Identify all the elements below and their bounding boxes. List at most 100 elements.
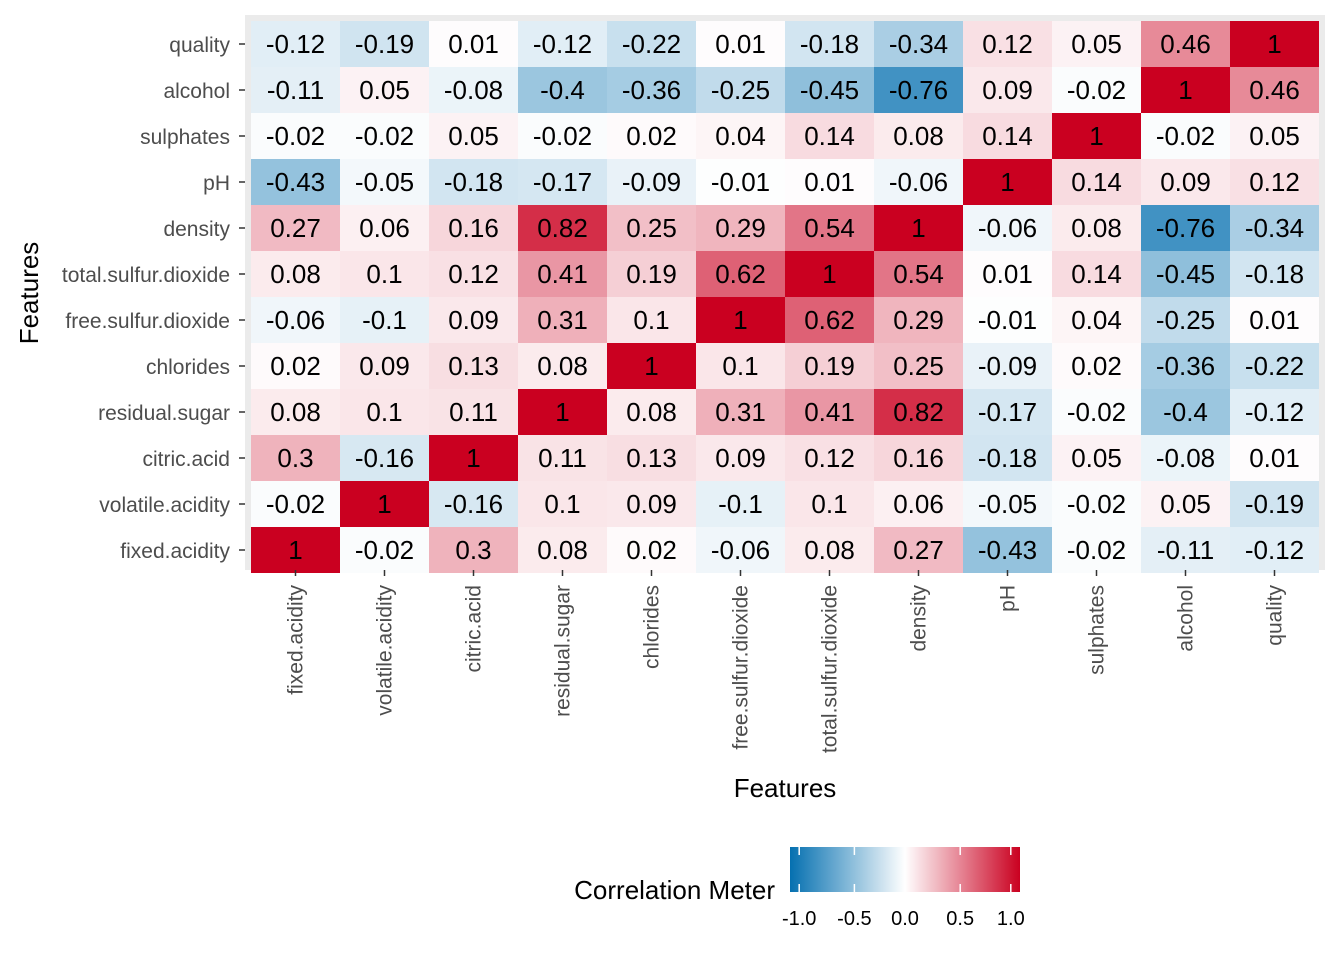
heatmap-cell-citric.acid-citric.acid bbox=[429, 435, 518, 481]
cell-label-quality-fixed.acidity: -0.12 bbox=[266, 29, 325, 59]
heatmap-cell-free.sulfur.dioxide-fixed.acidity bbox=[251, 297, 340, 343]
heatmap-cell-quality-volatile.acidity bbox=[340, 21, 429, 67]
heatmap-cell-sulphates-pH bbox=[963, 113, 1052, 159]
cell-label-quality-alcohol: 0.46 bbox=[1160, 29, 1211, 59]
heatmap-cell-free.sulfur.dioxide-chlorides bbox=[607, 297, 696, 343]
heatmap-cell-sulphates-volatile.acidity bbox=[340, 113, 429, 159]
cell-label-fixed.acidity-volatile.acidity: -0.02 bbox=[355, 535, 414, 565]
cell-label-free.sulfur.dioxide-volatile.acidity: -0.1 bbox=[362, 305, 407, 335]
heatmap-cell-volatile.acidity-chlorides bbox=[607, 481, 696, 527]
heatmap-cell-pH-volatile.acidity bbox=[340, 159, 429, 205]
heatmap-cell-volatile.acidity-residual.sugar bbox=[518, 481, 607, 527]
heatmap-cell-residual.sugar-pH bbox=[963, 389, 1052, 435]
cell-label-pH-sulphates: 0.14 bbox=[1071, 167, 1122, 197]
cell-label-fixed.acidity-citric.acid: 0.3 bbox=[455, 535, 491, 565]
cell-label-pH-residual.sugar: -0.17 bbox=[533, 167, 592, 197]
cell-label-volatile.acidity-pH: -0.05 bbox=[978, 489, 1037, 519]
cell-label-chlorides-alcohol: -0.36 bbox=[1156, 351, 1215, 381]
heatmap-cell-pH-fixed.acidity bbox=[251, 159, 340, 205]
cell-label-residual.sugar-quality: -0.12 bbox=[1245, 397, 1304, 427]
cell-label-total.sulfur.dioxide-density: 0.54 bbox=[893, 259, 944, 289]
heatmap-cell-alcohol-alcohol bbox=[1141, 67, 1230, 113]
cell-label-sulphates-pH: 0.14 bbox=[982, 121, 1033, 151]
cell-label-density-chlorides: 0.25 bbox=[626, 213, 677, 243]
cell-label-fixed.acidity-alcohol: -0.11 bbox=[1157, 535, 1214, 565]
y-tick-label-chlorides: chlorides bbox=[146, 356, 230, 379]
cell-label-alcohol-alcohol: 1 bbox=[1178, 75, 1192, 105]
heatmap-cell-pH-chlorides bbox=[607, 159, 696, 205]
cell-label-total.sulfur.dioxide-volatile.acidity: 0.1 bbox=[366, 259, 402, 289]
heatmap-cell-sulphates-sulphates bbox=[1052, 113, 1141, 159]
heatmap-cell-total.sulfur.dioxide-citric.acid bbox=[429, 251, 518, 297]
heatmap-cell-free.sulfur.dioxide-residual.sugar bbox=[518, 297, 607, 343]
heatmap-cell-volatile.acidity-free.sulfur.dioxide bbox=[696, 481, 785, 527]
cell-label-alcohol-pH: 0.09 bbox=[982, 75, 1033, 105]
y-tick-label-pH: pH bbox=[203, 172, 230, 195]
x-tick-label-citric.acid: citric.acid bbox=[463, 585, 486, 673]
heatmap-cell-quality-fixed.acidity bbox=[251, 21, 340, 67]
heatmap-cell-quality-alcohol bbox=[1141, 21, 1230, 67]
cell-label-fixed.acidity-residual.sugar: 0.08 bbox=[537, 535, 588, 565]
cell-label-total.sulfur.dioxide-alcohol: -0.45 bbox=[1156, 259, 1215, 289]
cell-label-total.sulfur.dioxide-quality: -0.18 bbox=[1245, 259, 1304, 289]
heatmap-cell-alcohol-quality bbox=[1230, 67, 1319, 113]
heatmap-cell-quality-total.sulfur.dioxide bbox=[785, 21, 874, 67]
heatmap-cell-volatile.acidity-density bbox=[874, 481, 963, 527]
cell-label-citric.acid-chlorides: 0.13 bbox=[626, 443, 677, 473]
cell-label-density-residual.sugar: 0.82 bbox=[537, 213, 588, 243]
heatmap-cell-density-volatile.acidity bbox=[340, 205, 429, 251]
cell-label-alcohol-chlorides: -0.36 bbox=[622, 75, 681, 105]
heatmap-cell-density-sulphates bbox=[1052, 205, 1141, 251]
heatmap-cell-chlorides-total.sulfur.dioxide bbox=[785, 343, 874, 389]
cell-label-pH-volatile.acidity: -0.05 bbox=[355, 167, 414, 197]
cell-label-chlorides-chlorides: 1 bbox=[644, 351, 658, 381]
cell-label-density-quality: -0.34 bbox=[1245, 213, 1304, 243]
cell-label-free.sulfur.dioxide-fixed.acidity: -0.06 bbox=[266, 305, 325, 335]
cell-label-pH-quality: 0.12 bbox=[1249, 167, 1300, 197]
heatmap-cell-volatile.acidity-volatile.acidity bbox=[340, 481, 429, 527]
heatmap-cell-density-quality bbox=[1230, 205, 1319, 251]
heatmap-cell-volatile.acidity-quality bbox=[1230, 481, 1319, 527]
cell-label-total.sulfur.dioxide-citric.acid: 0.12 bbox=[448, 259, 499, 289]
heatmap-cell-pH-pH bbox=[963, 159, 1052, 205]
cell-label-residual.sugar-density: 0.82 bbox=[893, 397, 944, 427]
cell-label-quality-residual.sugar: -0.12 bbox=[533, 29, 592, 59]
cell-label-alcohol-free.sulfur.dioxide: -0.25 bbox=[711, 75, 770, 105]
cell-label-volatile.acidity-total.sulfur.dioxide: 0.1 bbox=[811, 489, 847, 519]
cell-label-free.sulfur.dioxide-chlorides: 0.1 bbox=[633, 305, 669, 335]
cell-label-citric.acid-fixed.acidity: 0.3 bbox=[277, 443, 313, 473]
heatmap-cell-fixed.acidity-alcohol bbox=[1141, 527, 1230, 573]
heatmap-cell-density-residual.sugar bbox=[518, 205, 607, 251]
cell-label-volatile.acidity-chlorides: 0.09 bbox=[626, 489, 677, 519]
heatmap-cell-chlorides-volatile.acidity bbox=[340, 343, 429, 389]
cell-label-alcohol-total.sulfur.dioxide: -0.45 bbox=[800, 75, 859, 105]
cell-label-pH-chlorides: -0.09 bbox=[622, 167, 681, 197]
cell-label-citric.acid-volatile.acidity: -0.16 bbox=[355, 443, 414, 473]
heatmap-cell-residual.sugar-volatile.acidity bbox=[340, 389, 429, 435]
heatmap-cell-free.sulfur.dioxide-free.sulfur.dioxide bbox=[696, 297, 785, 343]
legend-tick-label-1: -0.5 bbox=[837, 908, 871, 930]
heatmap-cell-total.sulfur.dioxide-total.sulfur.dioxide bbox=[785, 251, 874, 297]
cell-label-total.sulfur.dioxide-residual.sugar: 0.41 bbox=[537, 259, 588, 289]
heatmap-cell-total.sulfur.dioxide-chlorides bbox=[607, 251, 696, 297]
legend-tick-label-4: 1.0 bbox=[997, 908, 1025, 930]
heatmap-cell-fixed.acidity-fixed.acidity bbox=[251, 527, 340, 573]
cell-label-total.sulfur.dioxide-chlorides: 0.19 bbox=[626, 259, 677, 289]
x-axis-title: Features bbox=[734, 773, 837, 803]
cell-label-free.sulfur.dioxide-residual.sugar: 0.31 bbox=[537, 305, 588, 335]
cell-label-free.sulfur.dioxide-pH: -0.01 bbox=[978, 305, 1037, 335]
cell-label-density-sulphates: 0.08 bbox=[1071, 213, 1122, 243]
heatmap-cell-chlorides-sulphates bbox=[1052, 343, 1141, 389]
x-tick-label-quality: quality bbox=[1264, 585, 1287, 646]
y-axis-title: Features bbox=[14, 242, 44, 345]
heatmap-cell-pH-quality bbox=[1230, 159, 1319, 205]
cell-label-alcohol-density: -0.76 bbox=[889, 75, 948, 105]
cell-label-volatile.acidity-residual.sugar: 0.1 bbox=[544, 489, 580, 519]
heatmap-cell-sulphates-density bbox=[874, 113, 963, 159]
x-tick-label-pH: pH bbox=[997, 585, 1020, 612]
heatmap-cell-free.sulfur.dioxide-density bbox=[874, 297, 963, 343]
y-tick-label-density: density bbox=[163, 218, 230, 241]
heatmap-cell-fixed.acidity-total.sulfur.dioxide bbox=[785, 527, 874, 573]
x-tick-label-chlorides: chlorides bbox=[641, 585, 664, 669]
heatmap-cell-total.sulfur.dioxide-residual.sugar bbox=[518, 251, 607, 297]
